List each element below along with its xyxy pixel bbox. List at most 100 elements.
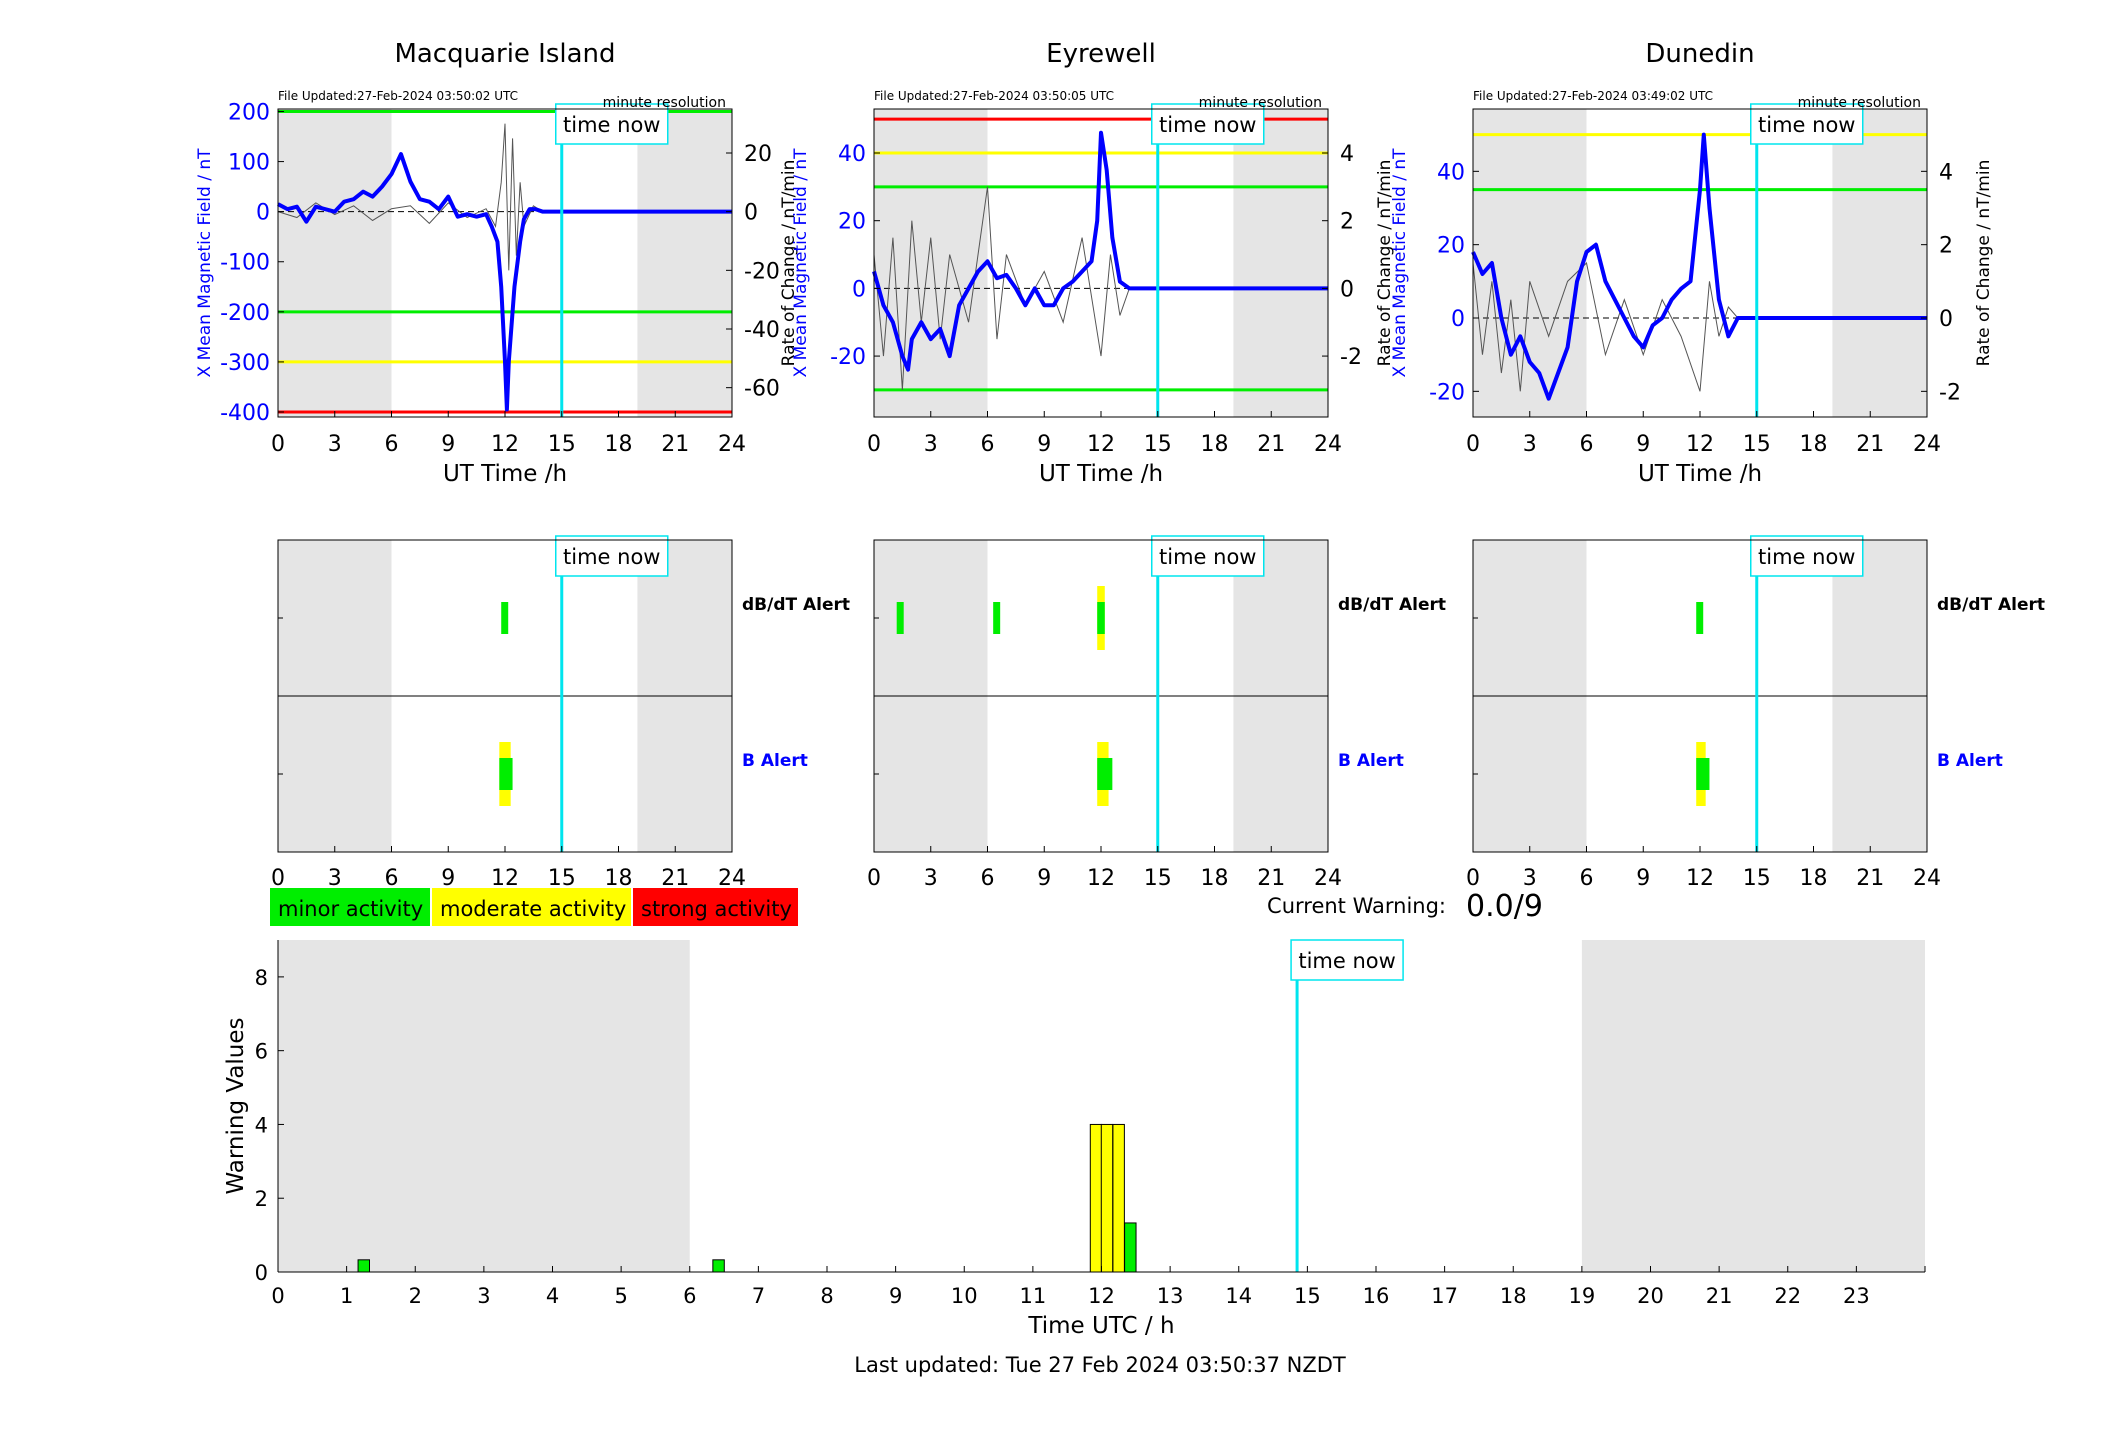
macquarie-island-y2tick-label: -40 bbox=[744, 318, 780, 343]
warning-xtick-label: 6 bbox=[683, 1284, 696, 1308]
eyrewell-file-updated: File Updated:27-Feb-2024 03:50:05 UTC bbox=[874, 89, 1114, 103]
alerts-dunedin-time-now-box bbox=[1750, 535, 1864, 577]
legend-swatch-2 bbox=[633, 888, 798, 926]
eyrewell-xtick-label: 12 bbox=[1087, 432, 1115, 457]
dunedin-night-1 bbox=[1832, 109, 1927, 417]
eyrewell-xlabel: UT Time /h bbox=[1039, 461, 1163, 487]
warning-xtick-label: 16 bbox=[1363, 1284, 1390, 1308]
alerts-eyrewell-xtick-label: 21 bbox=[1257, 866, 1285, 891]
warning-xtick-label: 0 bbox=[271, 1284, 284, 1308]
alerts-eyrewell-xtick-label: 3 bbox=[924, 866, 938, 891]
macquarie-island-ytick-label: 100 bbox=[228, 151, 270, 176]
macquarie-island-ytick-label: 0 bbox=[256, 201, 270, 226]
macquarie-island-xtick-label: 24 bbox=[718, 432, 746, 457]
warning-xtick-label: 21 bbox=[1706, 1284, 1733, 1308]
eyrewell-xtick-label: 24 bbox=[1314, 432, 1342, 457]
dunedin-ytick-label: 20 bbox=[1437, 234, 1465, 259]
warning-night-0 bbox=[278, 940, 690, 1272]
macquarie-island-xtick-label: 9 bbox=[441, 432, 455, 457]
dunedin-file-updated: File Updated:27-Feb-2024 03:49:02 UTC bbox=[1473, 89, 1713, 103]
macquarie-island-xtick-label: 18 bbox=[605, 432, 633, 457]
warning-bar bbox=[712, 1259, 725, 1273]
macquarie-island-y2label: Rate of Change / nT/min bbox=[779, 160, 799, 367]
warning-xtick-label: 14 bbox=[1225, 1284, 1252, 1308]
alerts-eyrewell-alert-mark bbox=[896, 602, 904, 634]
macquarie-island-night-0 bbox=[278, 109, 392, 417]
warning-xtick-label: 19 bbox=[1569, 1284, 1596, 1308]
warning-ytick-label: 4 bbox=[255, 1113, 268, 1137]
warning-xtick-label: 4 bbox=[546, 1284, 559, 1308]
warning-bar bbox=[1089, 1123, 1103, 1273]
legend-swatch-1 bbox=[432, 888, 631, 926]
warning-bar bbox=[357, 1259, 370, 1273]
alerts-dunedin-xtick-label: 9 bbox=[1636, 866, 1650, 891]
alerts-macquarie-xtick-label: 15 bbox=[548, 866, 576, 891]
dunedin-time-now-box bbox=[1750, 103, 1864, 145]
eyrewell-y2tick-label: 2 bbox=[1340, 210, 1354, 235]
alerts-eyrewell-xtick-label: 6 bbox=[981, 866, 995, 891]
legend-swatch-0 bbox=[270, 888, 430, 926]
dunedin-y2tick-label: 4 bbox=[1939, 160, 1953, 185]
macquarie-island-rate-series bbox=[277, 123, 732, 271]
eyrewell-xtick-label: 15 bbox=[1144, 432, 1172, 457]
warning-xtick-label: 23 bbox=[1843, 1284, 1870, 1308]
eyrewell-ytick-label: 0 bbox=[852, 277, 866, 302]
warning-ytick-label: 0 bbox=[255, 1261, 268, 1285]
dunedin-xtick-label: 0 bbox=[1466, 432, 1480, 457]
alerts-eyrewell-dbdt-label: dB/dT Alert bbox=[1338, 595, 1446, 615]
warning-xtick-label: 8 bbox=[820, 1284, 833, 1308]
eyrewell-xtick-label: 9 bbox=[1037, 432, 1051, 457]
macquarie-island-xtick-label: 12 bbox=[491, 432, 519, 457]
warning-xtick-label: 20 bbox=[1637, 1284, 1664, 1308]
macquarie-island-title: Macquarie Island bbox=[394, 39, 615, 69]
eyrewell-field-series bbox=[872, 130, 1328, 372]
eyrewell-xtick-label: 6 bbox=[981, 432, 995, 457]
macquarie-island-ytick-label: -200 bbox=[220, 301, 270, 326]
alerts-eyrewell-xtick-label: 0 bbox=[867, 866, 881, 891]
warning-ytick-label: 8 bbox=[255, 966, 268, 990]
alerts-macquarie-xtick-label: 24 bbox=[718, 866, 746, 891]
eyrewell-y2tick-label: 0 bbox=[1340, 277, 1354, 302]
eyrewell-xtick-label: 18 bbox=[1201, 432, 1229, 457]
macquarie-island-night-1 bbox=[637, 109, 732, 417]
warning-ylabel: Warning Values bbox=[223, 1017, 249, 1194]
warning-xtick-label: 1 bbox=[340, 1284, 353, 1308]
macquarie-island-xtick-label: 3 bbox=[328, 432, 342, 457]
alerts-macquarie-time-now-box bbox=[555, 535, 669, 577]
dunedin-y2tick-label: -2 bbox=[1939, 380, 1961, 405]
warning-xtick-label: 15 bbox=[1294, 1284, 1321, 1308]
warning-xtick-label: 7 bbox=[752, 1284, 765, 1308]
dunedin-minute-resolution: minute resolution bbox=[1798, 95, 1921, 111]
alerts-macquarie-xtick-label: 6 bbox=[385, 866, 399, 891]
eyrewell-xtick-label: 21 bbox=[1257, 432, 1285, 457]
alerts-eyrewell-xtick-label: 12 bbox=[1087, 866, 1115, 891]
macquarie-island-time-now-label: time now bbox=[563, 113, 660, 137]
dunedin-ytick-label: 40 bbox=[1437, 160, 1465, 185]
dunedin-xtick-label: 21 bbox=[1856, 432, 1884, 457]
alerts-eyrewell-xtick-label: 18 bbox=[1201, 866, 1229, 891]
dunedin-y2tick-label: 0 bbox=[1939, 307, 1953, 332]
legend-label-0: minor activity bbox=[278, 897, 423, 921]
alerts-dunedin-alert-mark bbox=[1696, 602, 1704, 634]
dunedin-xlabel: UT Time /h bbox=[1638, 461, 1762, 487]
dunedin-xtick-label: 24 bbox=[1913, 432, 1941, 457]
warning-bar bbox=[1100, 1123, 1114, 1273]
eyrewell-y2tick-label: 4 bbox=[1340, 142, 1354, 167]
macquarie-island-xlabel: UT Time /h bbox=[443, 461, 567, 487]
alerts-macquarie-dbdt-label: dB/dT Alert bbox=[742, 595, 850, 615]
dunedin-xtick-label: 15 bbox=[1743, 432, 1771, 457]
alerts-dunedin-xtick-label: 15 bbox=[1743, 866, 1771, 891]
eyrewell-y2tick-label: -2 bbox=[1340, 345, 1362, 370]
eyrewell-ytick-label: 20 bbox=[838, 210, 866, 235]
dunedin-ylabel: X Mean Magnetic Field / nT bbox=[1390, 148, 1410, 378]
alerts-macquarie-alert-mark bbox=[499, 758, 513, 790]
eyrewell-ylabel: X Mean Magnetic Field / nT bbox=[791, 148, 811, 378]
alerts-eyrewell-b-alert-label: B Alert bbox=[1338, 751, 1404, 771]
macquarie-island-ytick-label: -300 bbox=[220, 351, 270, 376]
alerts-dunedin-xtick-label: 18 bbox=[1800, 866, 1828, 891]
warning-xtick-label: 3 bbox=[477, 1284, 490, 1308]
macquarie-island-time-now-box bbox=[555, 103, 669, 145]
macquarie-island-y2tick-label: -60 bbox=[744, 377, 780, 402]
warning-xtick-label: 5 bbox=[614, 1284, 627, 1308]
